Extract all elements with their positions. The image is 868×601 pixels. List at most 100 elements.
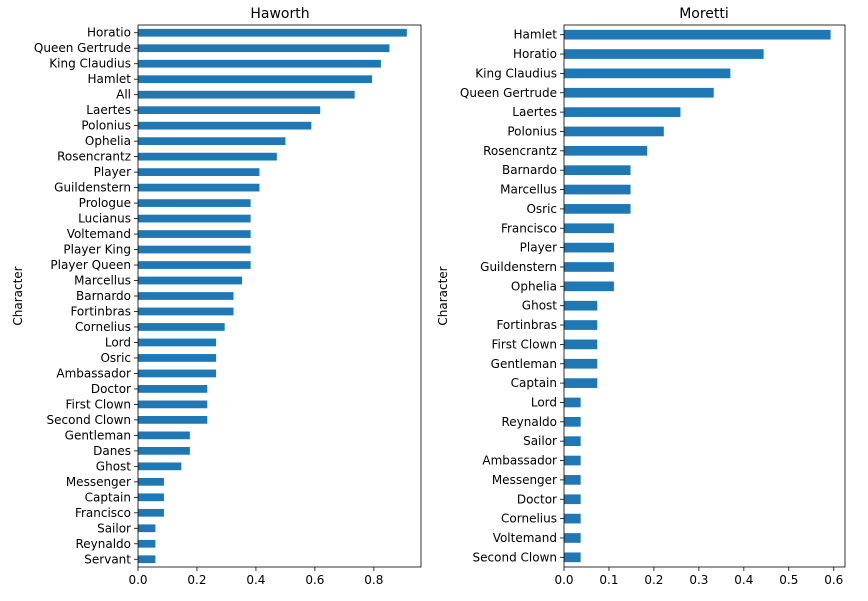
haworth-bar — [138, 400, 208, 409]
moretti-category-label: Gentleman — [491, 357, 557, 371]
moretti-bar — [564, 552, 581, 563]
haworth-category-label: Polonius — [81, 119, 131, 133]
moretti-bar — [564, 533, 581, 543]
haworth-bar — [138, 446, 190, 455]
moretti-x-tick-label: 0.6 — [824, 573, 843, 587]
haworth-bar — [138, 168, 260, 176]
moretti-bar — [564, 262, 614, 272]
moretti-category-label: Horatio — [513, 47, 557, 61]
haworth-category-label: Queen Gertrude — [34, 41, 131, 55]
moretti-x-tick-label: 0.5 — [779, 573, 798, 587]
haworth-category-label: Captain — [85, 490, 131, 504]
moretti-category-label: Voltemand — [493, 531, 557, 545]
haworth-category-label: Barnardo — [76, 289, 131, 303]
moretti-chart-title: Moretti — [679, 6, 729, 22]
haworth-category-label: King Claudius — [49, 57, 131, 71]
moretti-x-tick-label: 0.2 — [644, 573, 663, 587]
moretti-bar — [564, 455, 581, 466]
moretti-bar — [564, 320, 598, 330]
moretti-category-label: Messenger — [492, 473, 557, 487]
haworth-bar — [138, 539, 156, 548]
moretti-category-label: Laertes — [512, 105, 557, 119]
haworth-category-label: Rosencrantz — [57, 150, 131, 164]
haworth-bar — [138, 44, 390, 53]
moretti-bar — [564, 223, 614, 234]
haworth-x-tick-label: 0.4 — [246, 573, 265, 587]
haworth-bar — [138, 292, 234, 300]
haworth-bar — [138, 524, 156, 533]
haworth-category-label: Francisco — [75, 506, 131, 520]
moretti-bar — [564, 184, 631, 195]
haworth-bar — [138, 75, 373, 84]
moretti-category-label: Osric — [526, 202, 557, 216]
moretti-category-label: Polonius — [507, 124, 557, 138]
moretti-category-label: Doctor — [517, 492, 557, 506]
moretti-bar — [564, 397, 581, 408]
moretti-category-label: Player — [520, 241, 557, 255]
haworth-bar — [138, 508, 164, 517]
moretti-bar — [564, 416, 581, 427]
moretti-chart: Moretti Character Hamlet Horatio King Claudi… — [436, 6, 846, 587]
haworth-y-axis-label: Character — [11, 266, 25, 325]
haworth-bar — [138, 199, 251, 207]
haworth-x-tick-label: 0.0 — [128, 573, 147, 587]
haworth-category-label: Ambassador — [56, 366, 131, 380]
moretti-bar — [564, 513, 581, 524]
haworth-category-label: Danes — [93, 444, 131, 458]
haworth-bar — [138, 477, 164, 486]
moretti-category-label: Hamlet — [514, 28, 558, 42]
moretti-category-label: King Claudius — [475, 66, 557, 80]
moretti-category-label: Ambassador — [482, 454, 557, 468]
haworth-bar — [138, 137, 286, 146]
moretti-bar — [564, 87, 714, 98]
moretti-bar — [564, 68, 731, 79]
moretti-bar — [564, 107, 681, 117]
haworth-category-label: Doctor — [91, 382, 131, 396]
moretti-category-label: Queen Gertrude — [460, 86, 557, 100]
moretti-x-tick-label: 0.0 — [554, 573, 573, 587]
haworth-bar — [138, 431, 190, 440]
haworth-bar — [138, 416, 208, 424]
haworth-x-tick-label: 0.8 — [364, 573, 383, 587]
moretti-category-label: Fortinbras — [496, 318, 557, 332]
haworth-category-label: Player King — [63, 243, 131, 257]
moretti-category-label: Reynaldo — [501, 415, 557, 429]
haworth-x-tick-label: 0.6 — [305, 573, 324, 587]
haworth-bar — [138, 214, 251, 223]
haworth-bar — [138, 59, 381, 68]
haworth-plot-frame — [137, 24, 422, 568]
haworth-category-label: Ghost — [96, 459, 131, 473]
haworth-category-label: Sailor — [97, 521, 131, 535]
moretti-bar — [564, 378, 598, 388]
moretti-bar — [564, 281, 614, 292]
moretti-category-label: Barnardo — [502, 163, 557, 177]
haworth-category-label: Voltemand — [67, 227, 131, 241]
haworth-bar — [138, 230, 251, 238]
haworth-category-label: Fortinbras — [70, 304, 131, 318]
haworth-bar — [138, 28, 407, 37]
haworth-bar — [138, 183, 260, 192]
moretti-bar — [564, 126, 664, 137]
haworth-bar — [138, 276, 243, 285]
haworth-bar — [138, 338, 217, 347]
moretti-x-tick-label: 0.3 — [689, 573, 708, 587]
moretti-category-label: Guildenstern — [480, 260, 557, 274]
haworth-category-label: Gentleman — [65, 428, 131, 442]
moretti-bar — [564, 436, 581, 447]
haworth-bar — [138, 307, 234, 316]
moretti-category-label: Second Clown — [473, 550, 557, 564]
moretti-y-axis-label: Character — [436, 266, 450, 325]
moretti-category-label: First Clown — [491, 337, 557, 351]
haworth-category-label: Guildenstern — [54, 181, 131, 195]
haworth-bar — [138, 493, 164, 502]
moretti-bar — [564, 475, 581, 485]
haworth-bar — [138, 385, 208, 393]
haworth-category-label: Player Queen — [50, 258, 131, 272]
haworth-category-label: First Clown — [65, 397, 131, 411]
moretti-bar — [564, 29, 831, 40]
moretti-bar — [564, 300, 598, 311]
haworth-category-label: Servant — [84, 552, 131, 566]
moretti-bar — [564, 339, 598, 350]
haworth-bar — [138, 555, 156, 564]
